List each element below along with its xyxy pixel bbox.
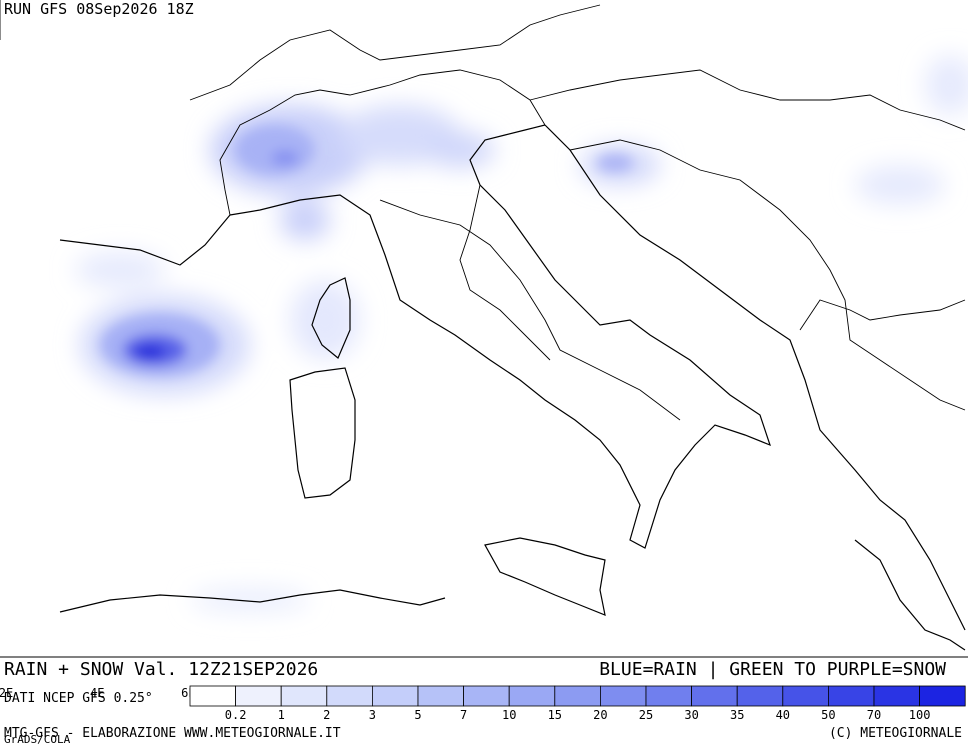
color-bin <box>417 685 464 707</box>
color-bin <box>280 685 328 707</box>
color-bin <box>554 685 601 707</box>
level-label: 3 <box>369 708 376 722</box>
color-bin <box>326 685 373 707</box>
copyright: (C) METEOGIORNALE <box>829 726 962 741</box>
level-label: 0.2 <box>225 708 247 722</box>
software: GrADS/COLA <box>4 733 71 745</box>
level-label: 50 <box>821 708 835 722</box>
source: DATI NCEP GFS 0.25° <box>4 691 153 706</box>
color-bin <box>691 685 738 707</box>
color-bin <box>371 685 419 707</box>
color-bar: 0.2 1 2 3 5 7 10 15 20 25 30 35 40 50 70 100 <box>189 685 966 722</box>
level-label: 15 <box>548 708 562 722</box>
color-bin <box>736 685 784 707</box>
precipitation <box>75 55 968 612</box>
level-label: 35 <box>730 708 744 722</box>
level-label: 20 <box>593 708 607 722</box>
level-label: 10 <box>502 708 516 722</box>
product-title: RAIN + SNOW Val. 12Z21SEP2026 <box>4 659 318 680</box>
color-bin <box>508 685 556 707</box>
level-label: 7 <box>460 708 467 722</box>
color-bin <box>828 685 875 707</box>
color-bin <box>645 685 692 707</box>
longitude-label: 4E <box>90 686 104 700</box>
level-label: 100 <box>909 708 931 722</box>
legend-note: BLUE=RAIN | GREEN TO PURPLE=SNOW <box>599 659 946 680</box>
level-label: 40 <box>776 708 790 722</box>
color-bin <box>189 685 236 707</box>
color-bin <box>600 685 647 707</box>
level-label: 5 <box>414 708 421 722</box>
level-label: 1 <box>278 708 285 722</box>
color-bin <box>782 685 829 707</box>
color-bin <box>919 685 966 707</box>
level-label: 25 <box>639 708 653 722</box>
level-label: 30 <box>684 708 698 722</box>
color-bin <box>873 685 920 707</box>
level-label: 2 <box>323 708 330 722</box>
color-bin <box>463 685 510 707</box>
borders <box>0 0 966 421</box>
longitude-label: 2E <box>0 686 13 700</box>
color-bin <box>235 685 282 707</box>
credit: MTG-GFS - ELABORAZIONE WWW.METEOGIORNALE… <box>4 726 341 741</box>
run-label: RUN GFS 08Sep2026 18Z <box>4 0 194 18</box>
level-label: 70 <box>867 708 881 722</box>
coastlines <box>59 124 966 651</box>
